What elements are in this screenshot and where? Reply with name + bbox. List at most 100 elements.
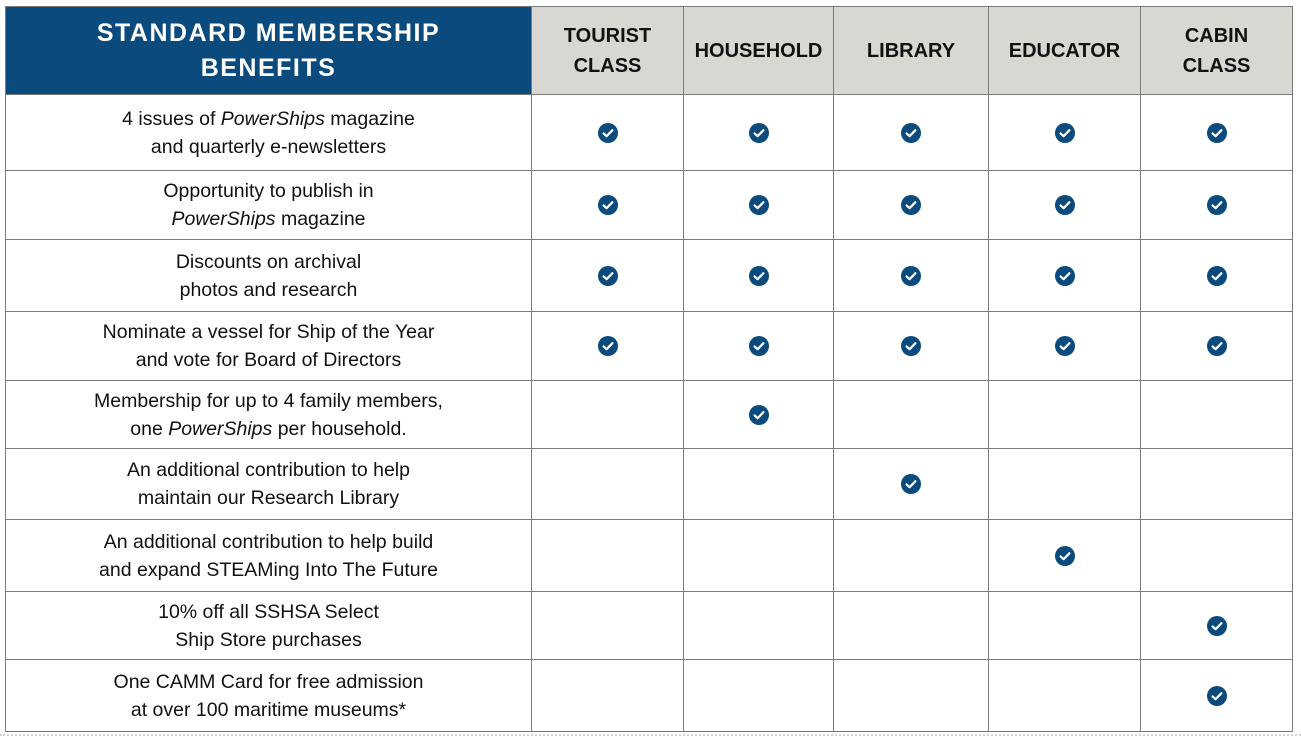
check-cell-library — [833, 448, 989, 520]
column-header-cabin-class: CABIN CLASS — [1140, 6, 1293, 95]
benefit-line2: one PowerShips per household. — [12, 415, 525, 443]
check-cell-household — [683, 380, 834, 449]
column-header-line1: EDUCATOR — [1008, 39, 1121, 62]
benefit-text: Ship Store purchases — [175, 628, 362, 651]
check-circle-icon — [748, 265, 769, 286]
bottom-divider — [0, 734, 1301, 736]
benefit-line2: Ship Store purchases — [12, 626, 525, 654]
benefit-line1: An additional contribution to help — [12, 456, 525, 484]
benefit-text: Membership for up to 4 family members, — [94, 389, 443, 412]
check-circle-icon — [748, 122, 769, 143]
benefit-text: magazine — [275, 208, 366, 230]
check-cell-tourist-class — [531, 170, 684, 240]
benefit-line1: Nominate a vessel for Ship of the Year — [12, 318, 525, 346]
check-circle-icon — [1054, 122, 1075, 143]
check-cell-library — [833, 311, 989, 381]
check-cell-cabin-class — [1140, 380, 1293, 449]
benefit-line1: Discounts on archival — [12, 248, 525, 276]
benefit-line2: photos and research — [12, 276, 525, 304]
check-circle-icon — [1206, 195, 1227, 215]
benefit-text: photos and research — [179, 278, 358, 301]
column-header-line1: CABIN — [1184, 24, 1249, 47]
check-circle-icon — [1206, 336, 1227, 356]
check-circle-icon — [901, 195, 921, 215]
check-cell-educator — [988, 591, 1141, 660]
check-circle-icon — [1054, 265, 1075, 286]
table-row: One CAMM Card for free admission at over … — [5, 659, 1293, 732]
check-cell-tourist-class — [531, 94, 684, 171]
check-circle-icon — [597, 265, 618, 286]
benefit-description: Membership for up to 4 family members, on… — [5, 380, 532, 449]
check-cell-tourist-class — [531, 519, 684, 592]
check-cell-household — [683, 239, 834, 312]
header-row: STANDARD MEMBERSHIP BENEFITS TOURIST CLA… — [5, 6, 1293, 95]
column-header-tourist-class: TOURIST CLASS — [531, 6, 684, 95]
check-circle-icon — [901, 336, 921, 356]
check-cell-cabin-class — [1140, 519, 1293, 592]
check-cell-library — [833, 380, 989, 449]
benefit-text: and vote for Board of Directors — [135, 349, 402, 371]
benefit-description: 10% off all SSHSA Select Ship Store purch… — [5, 591, 532, 660]
benefit-description: Discounts on archival photos and research — [5, 239, 532, 312]
benefit-line2: at over 100 maritime museums* — [12, 696, 525, 724]
check-circle-icon — [597, 195, 618, 215]
column-header-library: LIBRARY — [833, 6, 989, 95]
benefit-text: Nominate a vessel for Ship of the Year — [102, 321, 435, 343]
column-header-line1: TOURIST — [563, 24, 652, 47]
check-cell-household — [683, 659, 834, 732]
benefit-text: 10% off all SSHSA Select — [158, 600, 379, 623]
check-cell-library — [833, 94, 989, 171]
check-cell-educator — [988, 94, 1141, 171]
benefit-text: An additional contribution to help build — [103, 530, 434, 553]
check-cell-educator — [988, 239, 1141, 312]
check-cell-tourist-class — [531, 311, 684, 381]
check-circle-icon — [597, 336, 618, 356]
benefit-text: An additional contribution to help — [127, 459, 410, 481]
check-circle-icon — [901, 474, 921, 494]
benefit-description: Opportunity to publish in PowerShips maga… — [5, 170, 532, 240]
check-cell-tourist-class — [531, 380, 684, 449]
check-cell-cabin-class — [1140, 311, 1293, 381]
column-header-household: HOUSEHOLD — [683, 6, 834, 95]
benefit-text: magazine — [324, 107, 415, 130]
check-cell-library — [833, 659, 989, 732]
table-row: An additional contribution to help mainta… — [5, 448, 1293, 520]
check-cell-cabin-class — [1140, 659, 1293, 732]
check-cell-educator — [988, 170, 1141, 240]
check-cell-cabin-class — [1140, 448, 1293, 520]
benefit-text: and quarterly e-newsletters — [150, 135, 387, 158]
table-row: 10% off all SSHSA Select Ship Store purch… — [5, 591, 1293, 660]
check-circle-icon — [748, 404, 769, 425]
benefit-line2: PowerShips magazine — [12, 205, 525, 233]
check-cell-educator — [988, 659, 1141, 732]
benefit-text: One CAMM Card for free admission — [113, 670, 424, 693]
benefit-text: and expand STEAMing Into The Future — [99, 558, 438, 581]
benefit-description: An additional contribution to help mainta… — [5, 448, 532, 520]
benefits-body: 4 issues of PowerShips magazine and quart… — [5, 94, 1293, 732]
publication-name: PowerShips — [220, 107, 325, 130]
table-title: STANDARD MEMBERSHIP BENEFITS — [5, 6, 532, 95]
check-cell-household — [683, 170, 834, 240]
benefit-text: 4 issues of — [122, 107, 221, 130]
check-cell-cabin-class — [1140, 170, 1293, 240]
check-circle-icon — [748, 195, 769, 215]
table-row: 4 issues of PowerShips magazine and quart… — [5, 94, 1293, 171]
check-cell-household — [683, 94, 834, 171]
benefit-line2: and expand STEAMing Into The Future — [12, 556, 525, 584]
check-cell-educator — [988, 311, 1141, 381]
column-header-educator: EDUCATOR — [988, 6, 1141, 95]
check-cell-cabin-class — [1140, 94, 1293, 171]
benefit-line1: One CAMM Card for free admission — [12, 668, 525, 696]
check-circle-icon — [1054, 545, 1075, 566]
benefit-text: Discounts on archival — [175, 250, 362, 273]
benefit-text: Opportunity to publish in — [163, 180, 374, 202]
benefit-line1: 4 issues of PowerShips magazine — [12, 105, 525, 133]
benefit-line2: and quarterly e-newsletters — [12, 133, 525, 161]
benefit-line1: An additional contribution to help build — [12, 528, 525, 556]
benefit-text: maintain our Research Library — [137, 487, 400, 509]
benefit-description: Nominate a vessel for Ship of the Year an… — [5, 311, 532, 381]
check-circle-icon — [748, 336, 769, 356]
benefit-line1: Membership for up to 4 family members, — [12, 387, 525, 415]
table-row: Opportunity to publish in PowerShips maga… — [5, 170, 1293, 240]
table-row: Membership for up to 4 family members, on… — [5, 380, 1293, 449]
